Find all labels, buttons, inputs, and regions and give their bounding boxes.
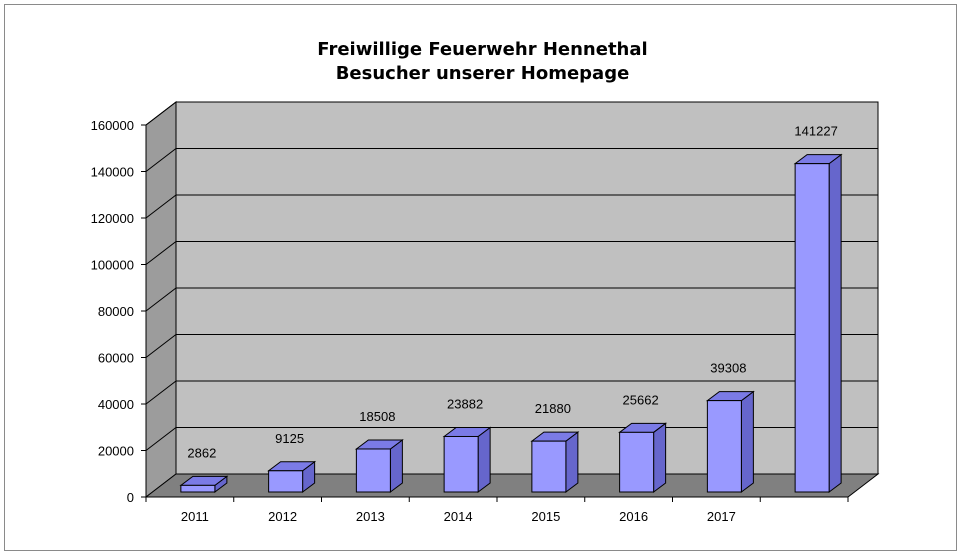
- gridline: [145, 194, 878, 219]
- bar: [706, 400, 742, 493]
- bar-side: [828, 153, 842, 493]
- bar-side: [653, 422, 667, 493]
- data-label: 39308: [710, 361, 746, 376]
- x-tick-label: 2017: [707, 509, 736, 524]
- bar: [268, 470, 304, 493]
- gridline: [145, 380, 878, 405]
- bar: [531, 440, 567, 493]
- y-tick-label: 80000: [98, 304, 134, 319]
- y-tick-label: 60000: [98, 351, 134, 366]
- gridline: [145, 241, 878, 265]
- y-tick-label: 20000: [98, 444, 134, 459]
- y-tick-label: 120000: [91, 211, 134, 226]
- x-tick-label: 2011: [181, 509, 209, 524]
- data-label: 9125: [275, 431, 304, 446]
- bar: [619, 431, 655, 493]
- data-label: 2862: [187, 445, 216, 460]
- data-label: 141227: [794, 124, 837, 139]
- x-tick-label: 2014: [444, 509, 473, 524]
- chart-title: Freiwillige Feuerwehr Hennethal Besucher…: [0, 38, 965, 86]
- y-tick-label: 160000: [91, 118, 134, 133]
- bar-side: [565, 431, 579, 493]
- y-tick-label: 100000: [91, 258, 134, 273]
- data-label: 25662: [623, 392, 659, 407]
- bar: [794, 163, 830, 493]
- x-tick-label: 2016: [619, 509, 648, 524]
- x-tick-label: 2012: [268, 509, 297, 524]
- bar-side: [477, 426, 491, 493]
- data-label: 18508: [359, 409, 395, 424]
- bar: [443, 435, 479, 493]
- gridline: [145, 148, 878, 172]
- bar: [180, 484, 216, 493]
- bar: [355, 448, 391, 493]
- chart-title-line-2: Besucher unserer Homepage: [335, 63, 630, 84]
- x-tick-label: 2013: [356, 509, 385, 524]
- chart-title-line-1: Freiwillige Feuerwehr Hennethal: [317, 39, 648, 60]
- y-tick-label: 140000: [91, 165, 134, 180]
- floor: [144, 473, 880, 498]
- gridline: [145, 287, 878, 312]
- x-tick-label: 2015: [531, 509, 560, 524]
- gridline: [145, 101, 878, 126]
- bar-side: [740, 390, 754, 493]
- data-label: 23882: [447, 396, 483, 411]
- y-tick-label: 40000: [98, 397, 134, 412]
- data-label: 21880: [535, 401, 571, 416]
- y-tick-label: 0: [127, 490, 134, 505]
- gridline: [145, 334, 878, 358]
